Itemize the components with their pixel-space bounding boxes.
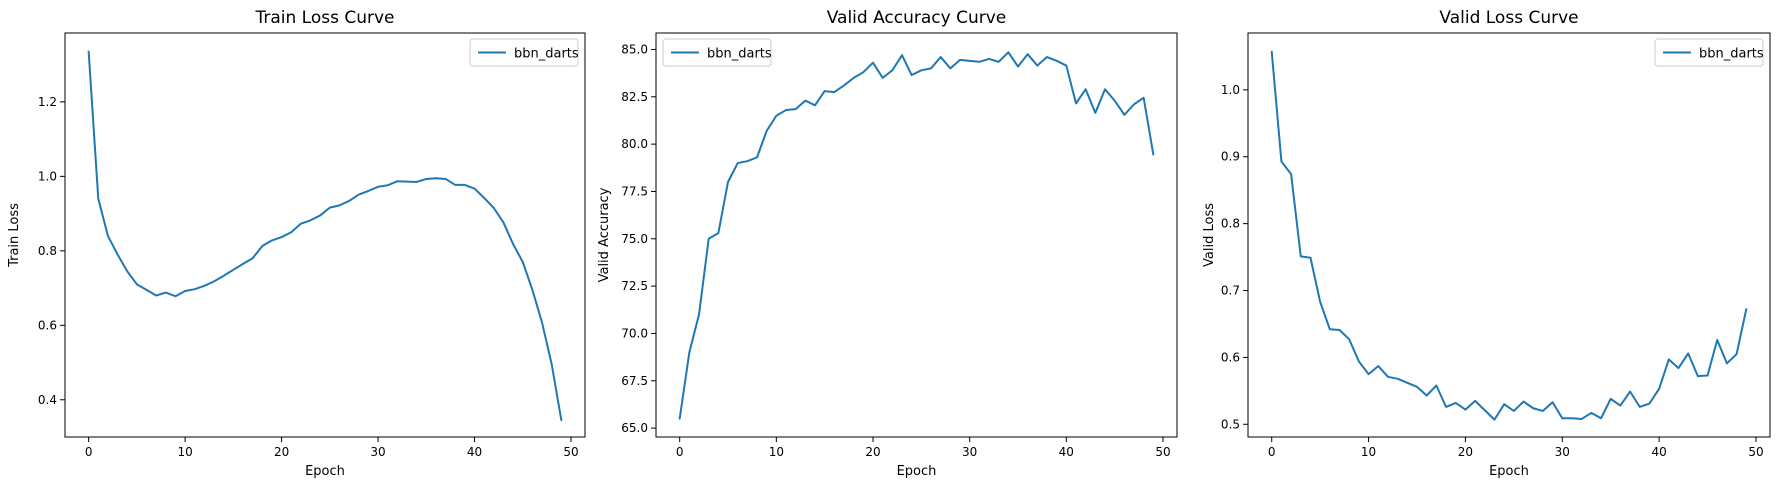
y-tick-label: 0.8 [1221, 217, 1240, 231]
x-axis-label: Epoch [305, 464, 345, 479]
legend: bbn_darts [469, 38, 579, 67]
y-tick-label: 1.2 [38, 95, 57, 109]
y-tick-label: 0.8 [38, 244, 57, 258]
chart-panel-2: Valid Loss Curve 0 10 20 30 40 50 0.5 0.6 0.7 0.8 0… [1202, 8, 1771, 479]
x-tick-label: 20 [274, 445, 289, 459]
legend: bbn_darts [1654, 38, 1764, 67]
chart-title: Train Loss Curve [254, 8, 394, 28]
y-tick-label: 67.5 [621, 374, 648, 388]
legend-label: bbn_darts [514, 47, 579, 62]
y-tick-label: 1.0 [38, 169, 57, 183]
plot-frame [1247, 32, 1771, 438]
x-axis-label: Epoch [1489, 464, 1529, 479]
y-tick-label: 70.0 [621, 326, 648, 340]
legend: bbn_darts [662, 38, 772, 67]
x-tick-label: 10 [177, 445, 192, 459]
x-tick-label: 30 [962, 445, 977, 459]
y-tick-label: 0.9 [1221, 150, 1240, 164]
x-tick-label: 10 [769, 445, 784, 459]
x-tick-label: 0 [1268, 445, 1276, 459]
x-tick-label: 10 [1361, 445, 1376, 459]
plot-frame [64, 32, 586, 438]
x-tick-label: 40 [467, 445, 482, 459]
chart-title: Valid Accuracy Curve [827, 8, 1007, 28]
y-tick-label: 65.0 [621, 421, 648, 435]
y-tick-label: 80.0 [621, 137, 648, 151]
x-axis-label: Epoch [897, 464, 937, 479]
x-tick-label: 50 [563, 445, 578, 459]
y-tick-label: 82.5 [621, 90, 648, 104]
x-tick-label: 30 [1555, 445, 1570, 459]
y-tick-label: 75.0 [621, 232, 648, 246]
chart-panel-1: Valid Accuracy Curve 0 10 20 30 40 50 65.0 67.5 7… [597, 8, 1178, 479]
chart-title: Valid Loss Curve [1439, 8, 1578, 28]
y-tick-label: 0.6 [38, 318, 57, 332]
y-tick-label: 77.5 [621, 184, 648, 198]
y-tick-label: 0.7 [1221, 284, 1240, 298]
series-line-0 [678, 51, 1155, 420]
legend-label: bbn_darts [707, 47, 772, 62]
legend-box [469, 38, 579, 67]
x-tick-label: 40 [1651, 445, 1666, 459]
y-tick-label: 0.5 [1221, 417, 1240, 431]
x-tick-label: 50 [1748, 445, 1763, 459]
x-tick-label: 20 [1458, 445, 1473, 459]
x-tick-label: 0 [85, 445, 93, 459]
legend-box [1654, 38, 1764, 67]
x-tick-label: 50 [1155, 445, 1170, 459]
chart-panel-0: Train Loss Curve 0 10 20 30 40 50 0.4 0.6 0.8 1.0 1… [7, 8, 586, 479]
series-line-0 [87, 50, 563, 422]
x-tick-label: 30 [370, 445, 385, 459]
y-tick-label: 0.4 [38, 393, 57, 407]
plot-frame [655, 32, 1178, 438]
y-tick-label: 0.6 [1221, 350, 1240, 364]
x-tick-label: 20 [865, 445, 880, 459]
legend-box [662, 38, 772, 67]
y-tick-label: 85.0 [621, 42, 648, 56]
y-axis-label: Valid Loss [1202, 203, 1217, 267]
x-tick-label: 40 [1059, 445, 1074, 459]
y-tick-label: 72.5 [621, 279, 648, 293]
series-line-0 [1270, 50, 1748, 421]
y-tick-label: 1.0 [1221, 83, 1240, 97]
x-tick-label: 0 [676, 445, 684, 459]
legend-label: bbn_darts [1699, 47, 1764, 62]
y-axis-label: Valid Accuracy [597, 187, 612, 282]
y-axis-label: Train Loss [7, 203, 22, 268]
